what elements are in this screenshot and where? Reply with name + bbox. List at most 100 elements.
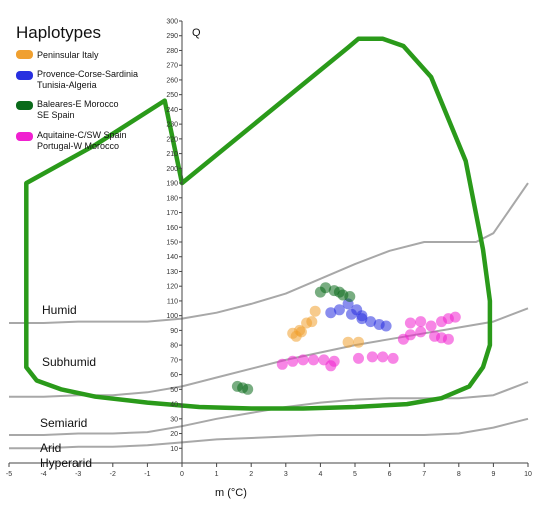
distribution-envelope (24, 36, 493, 411)
x-axis: -5 -4 -3 -2 -1 0 1 2 3 4 5 6 7 8 9 10 (6, 462, 532, 478)
y-tick-label: 240 (166, 107, 178, 114)
envelope-outline (24, 36, 493, 411)
data-point (276, 358, 288, 370)
data-point (325, 360, 337, 372)
legend-swatch-baleares (16, 101, 33, 110)
data-point (425, 320, 437, 332)
data-point (297, 354, 309, 366)
y-tick-label: 170 (166, 210, 178, 217)
y-tick-label: 90 (170, 328, 178, 335)
x-tick-label: -2 (110, 471, 116, 478)
data-point (442, 333, 454, 345)
data-point (301, 317, 313, 329)
x-tick-label: 9 (491, 471, 495, 478)
x-tick-label: -4 (40, 471, 46, 478)
x-tick-label: 2 (249, 471, 253, 478)
boundary-line-0 (9, 417, 529, 450)
y-tick-label: 10 (170, 446, 178, 453)
y-axis: 10 20 30 40 50 60 70 80 90 100 110 120 130 140 150 160 1… (166, 19, 183, 463)
y-axis-title: Q (192, 27, 201, 39)
legend-label-baleares-line1: Baleares-E Morocco (37, 99, 119, 109)
data-point (377, 351, 389, 363)
x-tick-label: 3 (284, 471, 288, 478)
y-tick-label: 250 (166, 92, 178, 99)
data-point (309, 305, 321, 317)
data-point (387, 352, 399, 364)
zone-label-semiarid: Semiarid (40, 416, 87, 430)
y-tick-label: 130 (166, 269, 178, 276)
legend-swatch-provence (16, 71, 33, 80)
legend: Haplotypes Peninsular Italy Provence-Cor… (16, 23, 138, 151)
data-point (287, 355, 299, 367)
y-tick-label: 30 (170, 416, 178, 423)
x-tick-label: -1 (144, 471, 150, 478)
y-tick-label: 200 (166, 166, 178, 173)
zone-label-hyperarid: Hyperarid (40, 456, 92, 470)
x-axis-title: m (°C) (215, 487, 247, 499)
y-tick-label: 110 (167, 298, 178, 305)
zone-label-humid: Humid (42, 303, 77, 317)
y-tick-label: 100 (166, 313, 178, 320)
y-tick-label: 190 (166, 181, 178, 188)
legend-label-aquitaine-line1: Aquitaine-C/SW Spain (37, 130, 127, 140)
x-tick-label: 10 (524, 471, 532, 478)
y-tick-label: 60 (170, 372, 178, 379)
legend-label-peninsular-italy: Peninsular Italy (37, 50, 99, 60)
zone-label-subhumid: Subhumid (42, 355, 96, 369)
y-tick-label: 290 (166, 33, 178, 40)
x-tick-label: 6 (388, 471, 392, 478)
data-point (320, 282, 332, 294)
y-tick-label: 20 (170, 431, 178, 438)
data-point (449, 311, 461, 323)
legend-label-provence-line2: Tunisia-Algeria (37, 80, 97, 90)
data-point (366, 351, 378, 363)
y-tick-label: 160 (166, 225, 178, 232)
y-tick-label: 70 (170, 357, 178, 364)
data-point (351, 304, 363, 316)
data-point (404, 317, 416, 329)
legend-title: Haplotypes (16, 23, 101, 42)
y-tick-label: 230 (166, 122, 178, 129)
haplotype-points (231, 282, 461, 395)
legend-label-provence-line1: Provence-Corse-Sardinia (37, 69, 138, 79)
x-tick-label: 8 (457, 471, 461, 478)
legend-swatch-peninsular-italy (16, 50, 33, 59)
data-point (342, 336, 354, 348)
data-point (333, 304, 345, 316)
y-tick-label: 280 (166, 48, 178, 55)
data-point (380, 320, 392, 332)
x-tick-label: -3 (75, 471, 81, 478)
data-point (308, 354, 319, 366)
y-tick-label: 150 (166, 240, 178, 247)
data-point (344, 291, 356, 302)
zone-label-arid: Arid (40, 441, 61, 455)
x-tick-label: -5 (6, 471, 12, 478)
legend-label-aquitaine-line2: Portugal-W Morocco (37, 141, 119, 151)
y-tick-label: 40 (170, 402, 178, 409)
legend-label-baleares-line2: SE Spain (37, 110, 75, 120)
y-tick-label: 180 (166, 195, 178, 202)
x-tick-label: 0 (180, 471, 184, 478)
y-tick-label: 220 (166, 136, 178, 143)
boundary-line-3 (9, 182, 529, 324)
data-point (415, 316, 427, 328)
x-tick-label: 5 (353, 471, 357, 478)
y-tick-label: 210 (166, 151, 178, 158)
x-tick-label: 4 (318, 471, 322, 478)
data-point (333, 286, 345, 298)
y-tick-label: 140 (166, 254, 178, 261)
data-point (365, 316, 377, 328)
data-point (404, 329, 416, 341)
y-tick-label: 80 (170, 343, 178, 350)
x-tick-label: 7 (422, 471, 426, 478)
data-point (294, 324, 306, 336)
data-point (353, 336, 364, 348)
data-point (415, 326, 427, 338)
data-point (325, 307, 337, 319)
data-point (353, 352, 364, 364)
legend-swatch-aquitaine (16, 132, 33, 141)
y-tick-label: 260 (166, 77, 178, 84)
y-tick-label: 120 (166, 284, 178, 291)
y-tick-label: 270 (166, 63, 178, 70)
